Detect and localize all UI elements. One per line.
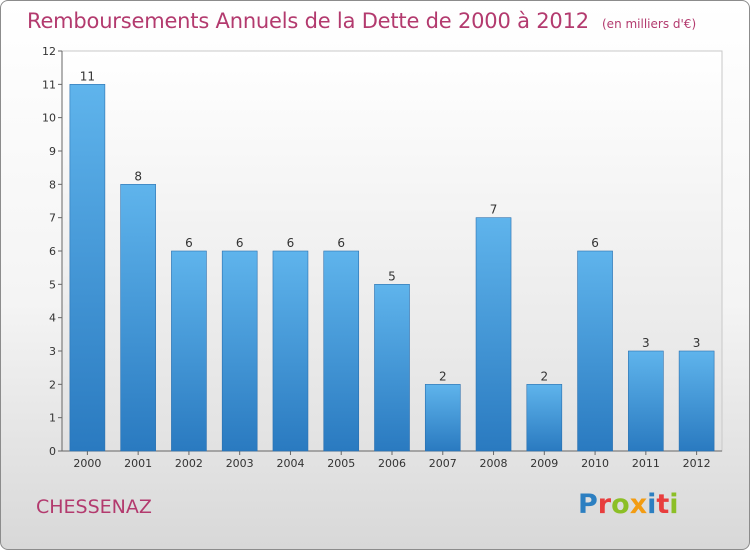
y-tick-label: 6 <box>49 245 56 258</box>
bar-value-label: 7 <box>490 203 498 217</box>
bar <box>323 250 360 452</box>
y-tick-label: 5 <box>49 278 56 291</box>
bar <box>171 250 207 452</box>
x-tick-label: 2005 <box>327 457 355 470</box>
bar-value-label: 3 <box>693 336 701 350</box>
logo-letter: P <box>578 489 598 520</box>
bar-value-label: 6 <box>337 236 345 250</box>
bar-value-label: 3 <box>642 336 650 350</box>
logo-letter: x <box>629 489 648 520</box>
bar-value-label: 5 <box>388 269 396 283</box>
bar <box>678 350 715 452</box>
y-tick-label: 4 <box>49 312 56 325</box>
x-tick-label: 2009 <box>530 457 558 470</box>
y-tick-label: 2 <box>49 378 56 391</box>
y-tick-label: 10 <box>42 112 56 125</box>
bar <box>221 250 258 452</box>
x-tick-label: 2000 <box>73 457 101 470</box>
bar-value-label: 8 <box>134 169 142 183</box>
bar-value-label: 6 <box>287 236 295 250</box>
y-tick-label: 3 <box>49 345 56 358</box>
y-tick-label: 7 <box>49 212 56 225</box>
x-tick-label: 2008 <box>480 457 508 470</box>
bar <box>577 250 613 452</box>
y-tick-label: 11 <box>42 78 56 91</box>
chart-title: Remboursements Annuels de la Dette de 20… <box>27 9 696 33</box>
bar-value-label: 6 <box>591 236 599 250</box>
x-tick-label: 2006 <box>378 457 406 470</box>
x-tick-label: 2007 <box>429 457 457 470</box>
x-tick-label: 2010 <box>581 457 609 470</box>
bar <box>526 384 563 452</box>
bar <box>424 384 461 452</box>
bar-value-label: 2 <box>439 369 447 383</box>
y-tick-label: 12 <box>42 45 56 58</box>
x-tick-label: 2002 <box>175 457 203 470</box>
x-tick-label: 2001 <box>124 457 152 470</box>
x-tick-label: 2003 <box>226 457 254 470</box>
bar <box>628 350 664 452</box>
logo-letter: t <box>656 489 670 520</box>
y-tick-label: 9 <box>49 145 56 158</box>
bar <box>272 250 309 452</box>
unit-note: (en milliers d'€) <box>602 17 697 31</box>
bar-value-label: 11 <box>80 69 95 83</box>
y-tick-label: 1 <box>49 412 56 425</box>
proxiti-logo: Proxiti <box>578 489 679 520</box>
bar <box>120 184 156 452</box>
y-tick-label: 0 <box>49 445 56 458</box>
logo-letter: i <box>669 489 679 520</box>
logo-letter: r <box>597 489 612 520</box>
y-tick-label: 8 <box>49 178 56 191</box>
logo-letter: o <box>611 489 630 520</box>
x-tick-label: 2011 <box>632 457 660 470</box>
x-tick-label: 2004 <box>276 457 304 470</box>
logo-letter: i <box>647 489 657 520</box>
bar <box>374 284 410 452</box>
commune-name: CHESSENAZ <box>36 496 152 518</box>
bar-value-label: 2 <box>540 369 548 383</box>
bar <box>69 84 106 452</box>
bar <box>475 217 512 452</box>
bar-value-label: 6 <box>185 236 193 250</box>
bar-value-label: 6 <box>236 236 244 250</box>
title-text: Remboursements Annuels de la Dette de 20… <box>27 9 589 33</box>
x-tick-label: 2012 <box>683 457 711 470</box>
